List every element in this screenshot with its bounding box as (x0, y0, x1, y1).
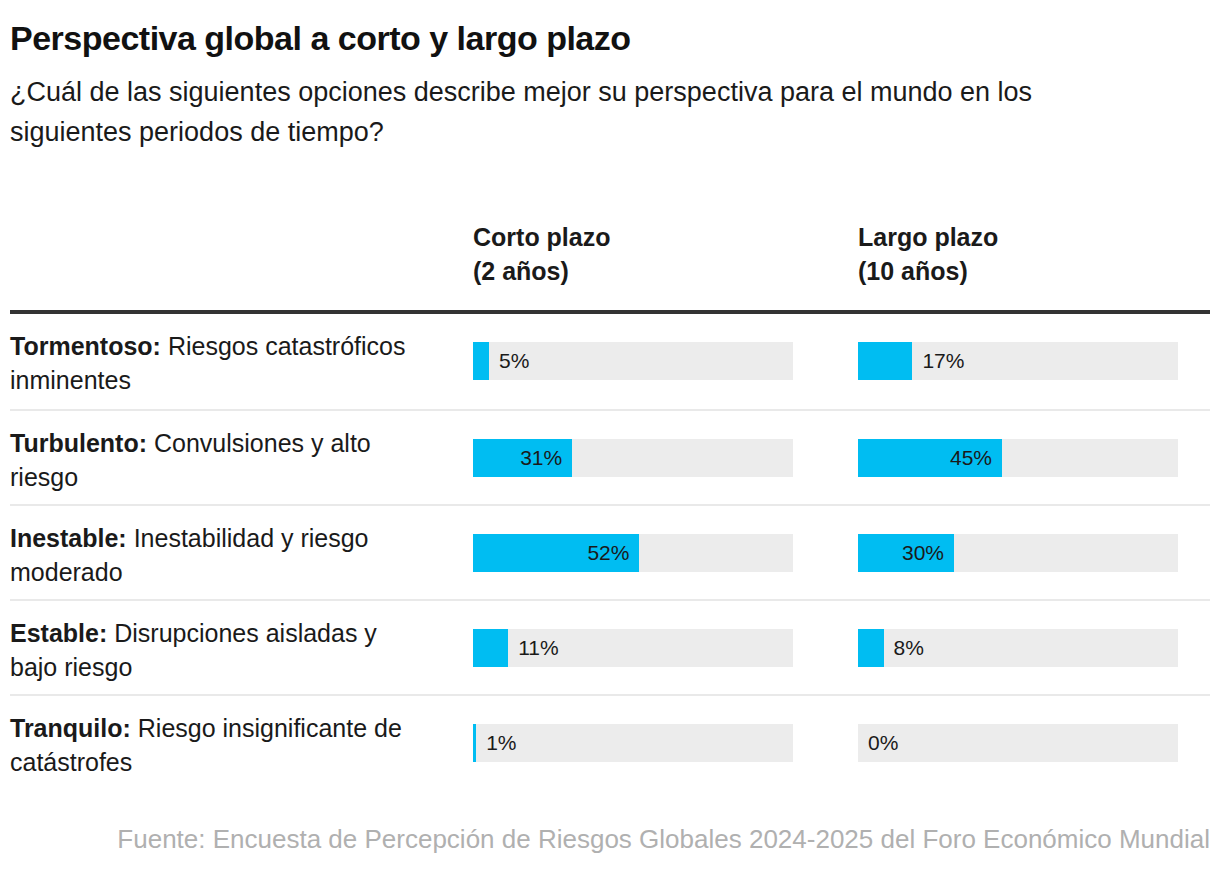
page-title: Perspectiva global a corto y largo plazo (10, 16, 1210, 60)
row-term: Tormentoso: (10, 332, 161, 360)
bar-value-label: 52% (587, 541, 629, 565)
bar-value-label: 5% (499, 349, 529, 373)
table-row: Turbulento: Convulsiones y alto riesgo 3… (10, 409, 1210, 504)
bar-track: 5% (473, 342, 793, 380)
bar-fill (473, 342, 489, 380)
column-header-long-term-sublabel: (10 años) (858, 254, 1178, 288)
column-header-short-term-sublabel: (2 años) (473, 254, 858, 288)
row-label: Inestable: Inestabilidad y riesgo modera… (10, 506, 473, 589)
bar-track: 45% (858, 439, 1178, 477)
bar-cell-long-term: 17% (858, 314, 1178, 380)
bar-fill (473, 629, 508, 667)
table-row: Tormentoso: Riesgos catastróficos inmine… (10, 314, 1210, 409)
bar-track: 8% (858, 629, 1178, 667)
column-header-short-term-label: Corto plazo (473, 220, 858, 254)
bar-fill (858, 342, 912, 380)
chart-subtitle: ¿Cuál de las siguientes opciones describ… (10, 72, 1150, 152)
column-header-short-term: Corto plazo (2 años) (473, 220, 858, 288)
bar-track: 17% (858, 342, 1178, 380)
table-row: Inestable: Inestabilidad y riesgo modera… (10, 504, 1210, 599)
bar-value-label: 31% (520, 446, 562, 470)
bar-track: 0% (858, 724, 1178, 762)
bar-cell-long-term: 8% (858, 601, 1178, 667)
bar-cell-short-term: 52% (473, 506, 858, 572)
bar-track: 11% (473, 629, 793, 667)
column-header-long-term: Largo plazo (10 años) (858, 220, 1178, 288)
bar-track: 1% (473, 724, 793, 762)
row-term: Turbulento: (10, 429, 147, 457)
bar-value-label: 30% (902, 541, 944, 565)
bar-value-label: 8% (894, 636, 924, 660)
row-label: Tormentoso: Riesgos catastróficos inmine… (10, 314, 473, 397)
row-term: Tranquilo: (10, 714, 131, 742)
table-row: Estable: Disrupciones aisladas y bajo ri… (10, 599, 1210, 694)
bar-value-label: 1% (486, 731, 516, 755)
bar-cell-short-term: 11% (473, 601, 858, 667)
bar-cell-long-term: 0% (858, 696, 1178, 762)
row-label: Tranquilo: Riesgo insignificante de catá… (10, 696, 473, 779)
bar-value-label: 0% (868, 731, 898, 755)
bar-cell-short-term: 1% (473, 696, 858, 762)
row-label: Turbulento: Convulsiones y alto riesgo (10, 411, 473, 494)
chart-card: Perspectiva global a corto y largo plazo… (0, 0, 1220, 857)
bar-fill (473, 724, 476, 762)
column-header-long-term-label: Largo plazo (858, 220, 1178, 254)
bar-value-label: 45% (950, 446, 992, 470)
row-term: Inestable: (10, 524, 127, 552)
bar-table: Tormentoso: Riesgos catastróficos inmine… (10, 310, 1210, 789)
bar-value-label: 17% (922, 349, 964, 373)
bar-value-label: 11% (518, 636, 558, 660)
source-note: Fuente: Encuesta de Percepción de Riesgo… (10, 821, 1210, 857)
bar-cell-long-term: 45% (858, 411, 1178, 477)
bar-track: 31% (473, 439, 793, 477)
column-headers: Corto plazo (2 años) Largo plazo (10 año… (10, 220, 1210, 288)
bar-track: 30% (858, 534, 1178, 572)
bar-track: 52% (473, 534, 793, 572)
row-label: Estable: Disrupciones aisladas y bajo ri… (10, 601, 473, 684)
row-term: Estable: (10, 619, 107, 647)
bar-cell-short-term: 5% (473, 314, 858, 380)
bar-cell-long-term: 30% (858, 506, 1178, 572)
bar-cell-short-term: 31% (473, 411, 858, 477)
bar-fill (858, 629, 884, 667)
table-row: Tranquilo: Riesgo insignificante de catá… (10, 694, 1210, 789)
